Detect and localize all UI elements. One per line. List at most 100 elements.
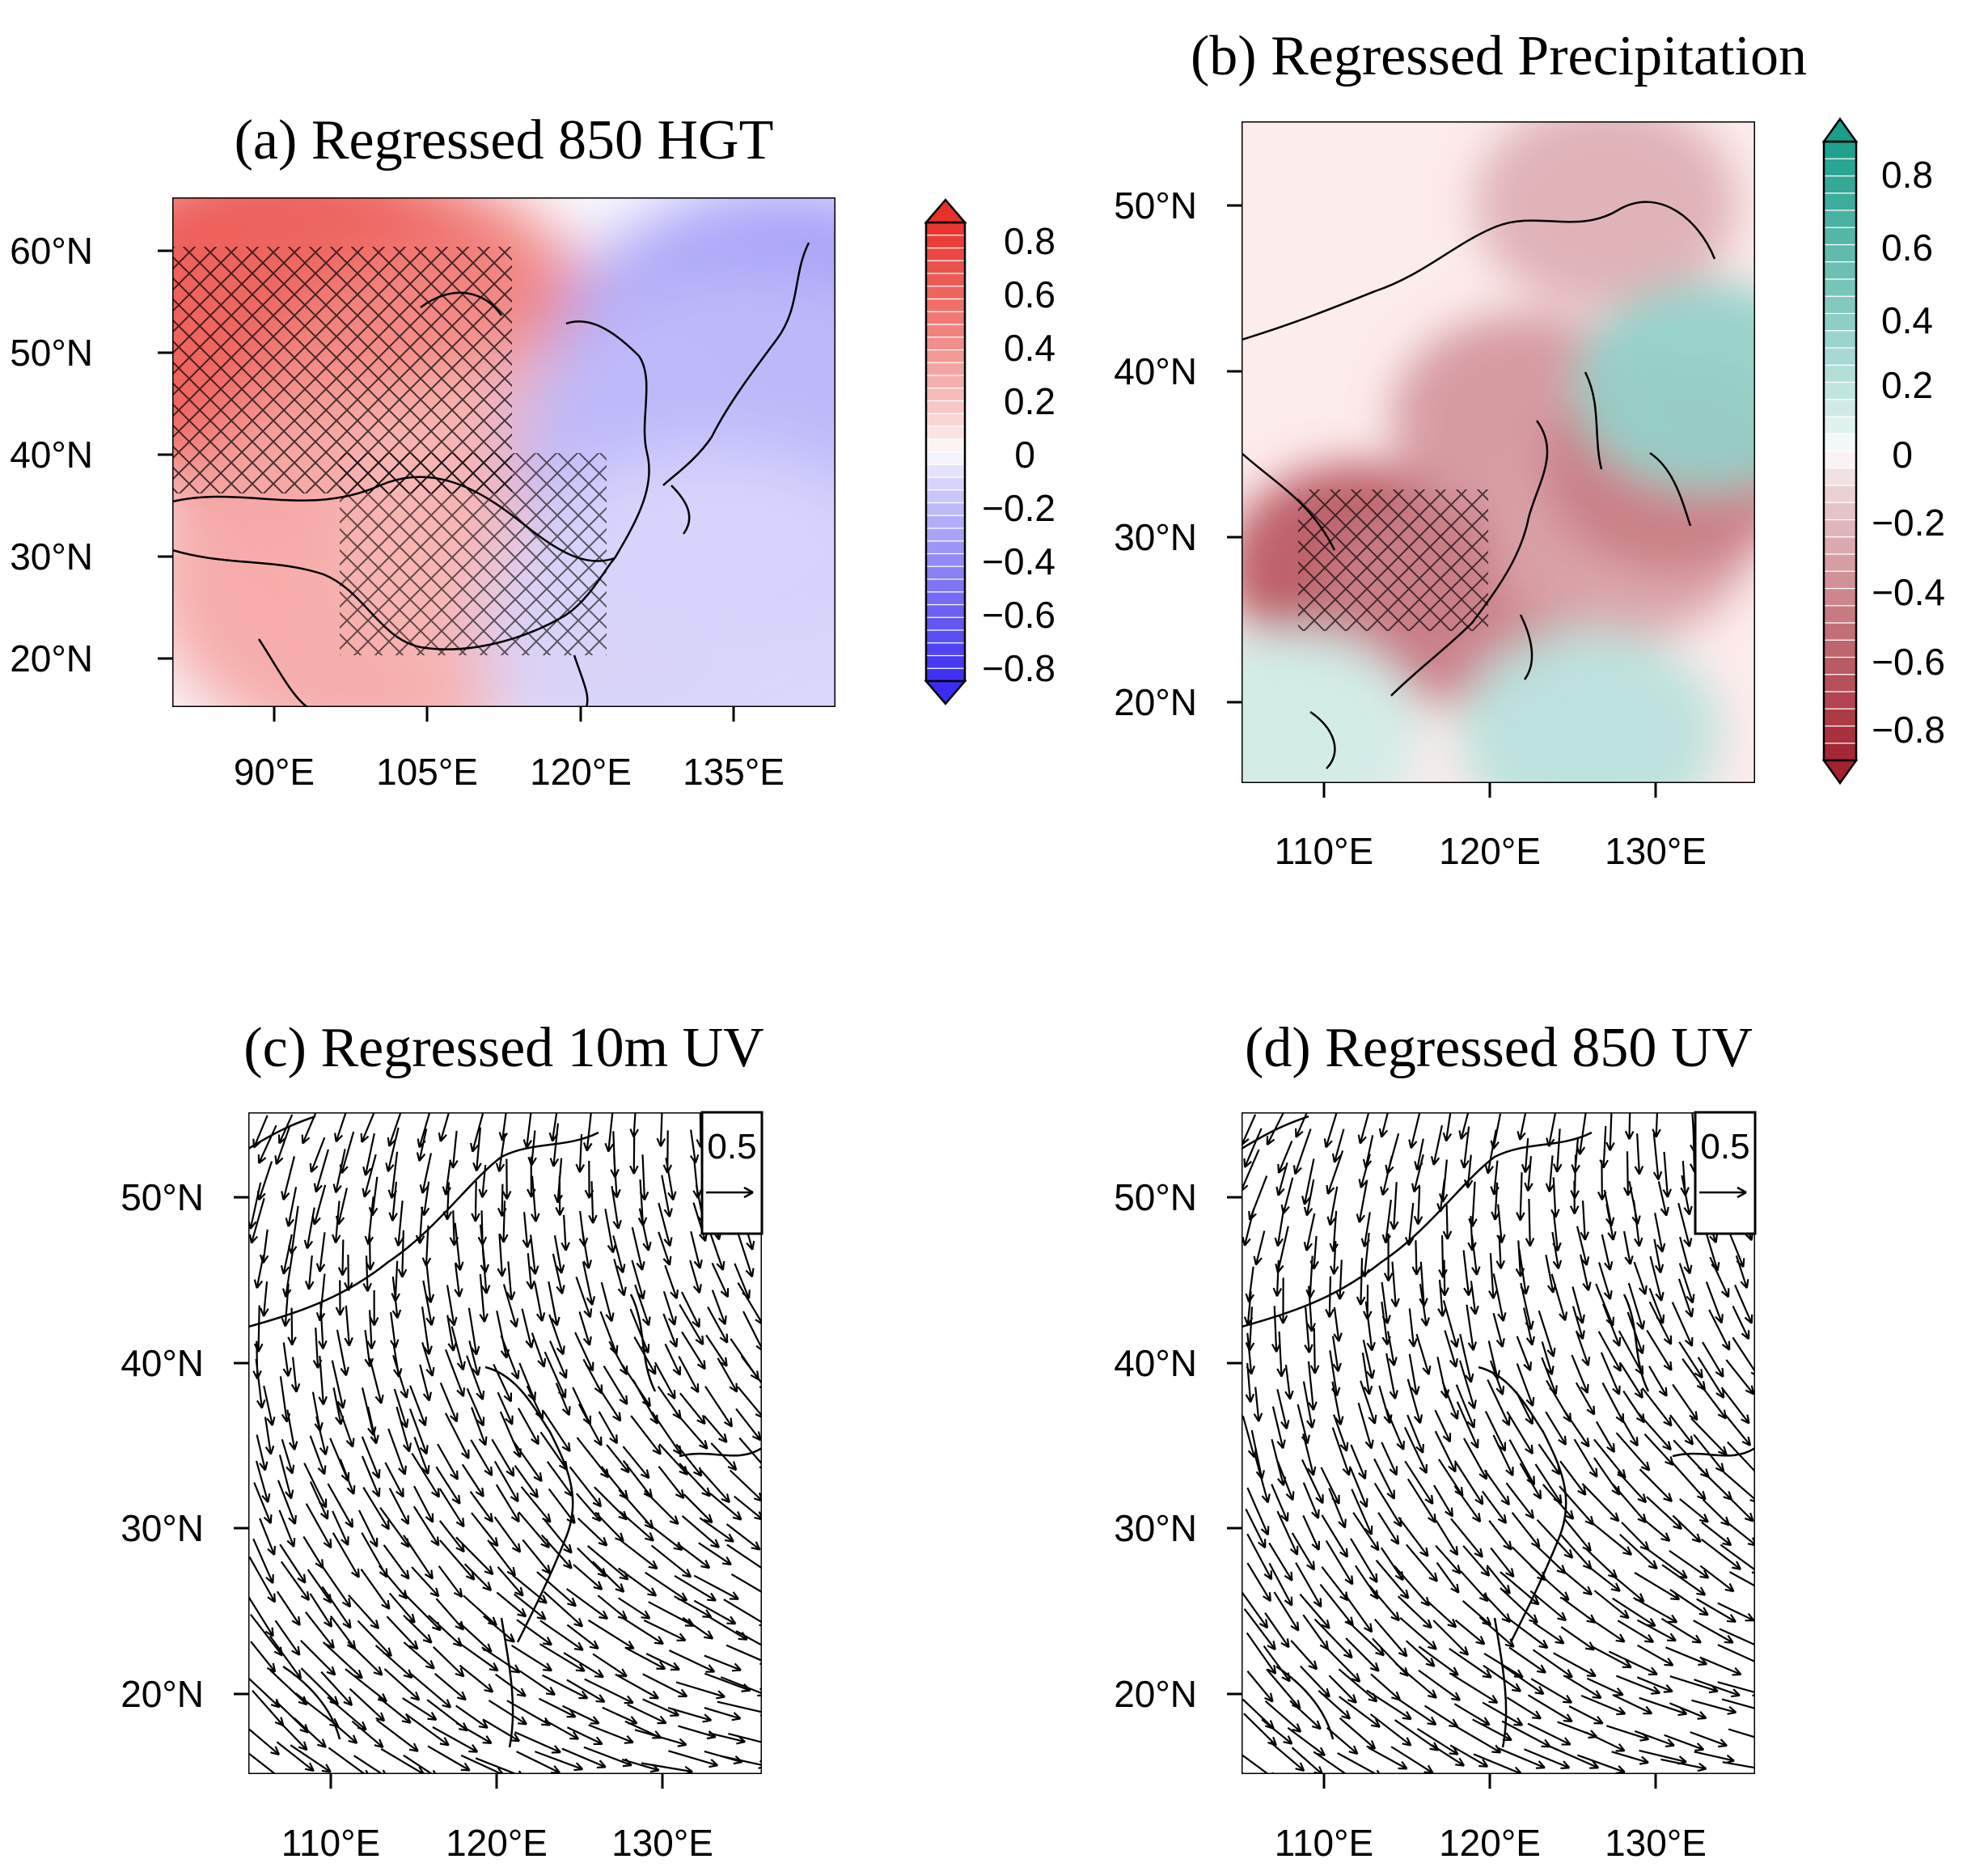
panel-c-vector-240: [577, 1404, 603, 1446]
panel-d-vector-184: [1597, 1331, 1622, 1372]
panel-d-vector-98: [1329, 1240, 1339, 1275]
panel-d-vector-268: [1301, 1459, 1324, 1505]
panel-d-vector-378: [1696, 1598, 1736, 1623]
panel-c-vector-131: [711, 1262, 730, 1298]
panel-d-vector-181: [1516, 1336, 1533, 1372]
panel-d-vector-234: [1407, 1414, 1424, 1454]
panel-c-vector-293: [469, 1491, 493, 1523]
panel-b-cb-top-triangle: [1821, 116, 1859, 143]
panel-b-cb-box-20: [1824, 485, 1856, 503]
panel-d-vector-162: [1523, 1307, 1536, 1346]
panel-d-vector-30: [1553, 1129, 1563, 1173]
panel-d-vector-139: [1419, 1284, 1430, 1327]
panel-c-vector-249: [309, 1435, 327, 1476]
panel-d-vector-239: [1545, 1411, 1567, 1446]
panel-c-vector-405: [403, 1641, 435, 1670]
panel-a-cb-box-9: [926, 337, 965, 350]
panel-c-vector-23: [362, 1133, 375, 1176]
panel-d-vector-485: [1497, 1747, 1546, 1769]
panel-c-vector-246: [735, 1408, 762, 1442]
panel-c-vector-126: [582, 1261, 596, 1306]
panel-d-vector-355: [1587, 1565, 1621, 1592]
panel-d-vector-305: [1276, 1510, 1299, 1556]
panel-c-vector-257: [511, 1439, 543, 1483]
panel-c-vector-313: [493, 1516, 522, 1553]
panel-a-ytick-40: 40°N: [10, 434, 93, 476]
panel-a-cb-box-25: [926, 540, 965, 554]
panel-c-vector-356: [618, 1567, 658, 1597]
panel-d-vector-366: [1368, 1585, 1400, 1622]
panel-d-vector-471: [1634, 1730, 1675, 1747]
panel-c-vector-467: [544, 1719, 580, 1740]
panel-d-ytick-20: 20°N: [1114, 1673, 1197, 1715]
panel-c-vector-35: [689, 1129, 700, 1164]
panel-d-vector-22: [1331, 1129, 1345, 1163]
panel-b-cb-box-9: [1824, 296, 1856, 314]
panel-a-cb-box-4: [926, 273, 965, 287]
panel-d-vector-61: [1356, 1179, 1368, 1223]
panel-d-vector-20: [1277, 1141, 1293, 1174]
panel-c-vector-122: [480, 1249, 491, 1294]
panel-c-vector-396: [682, 1616, 714, 1640]
panel-d-vector-326: [1325, 1539, 1354, 1586]
panel-d-vector-281: [1639, 1468, 1673, 1503]
panel-d-vector-481: [1390, 1746, 1434, 1774]
panel-d-850-uv: (d) Regressed 850 UV 0.5 110°E 120°E: [1114, 1017, 1757, 1864]
panel-d-vector-8: [1458, 1112, 1470, 1140]
panel-d-reference-label: 0.5: [1700, 1127, 1749, 1167]
panel-a-y-axis: 60°N 50°N 40°N 30°N 20°N: [10, 230, 172, 680]
panel-c-vector-290: [388, 1488, 410, 1525]
panel-c-vector-81: [394, 1201, 404, 1247]
panel-d-vector-211: [1302, 1381, 1316, 1429]
panel-d-vector-154: [1304, 1306, 1313, 1353]
panel-c-vector-62: [388, 1181, 398, 1222]
panel-c-vector-232: [366, 1406, 379, 1445]
panel-b-cb-label-0: 0: [1892, 434, 1913, 476]
panel-c-vector-7: [438, 1112, 451, 1142]
panel-c-vector-296: [548, 1488, 576, 1524]
panel-d-vector-307: [1321, 1514, 1349, 1558]
panel-d-vector-216: [1441, 1381, 1459, 1420]
panel-a-colorbar-labels: 0.8 0.6 0.4 0.2 0 −0.2 −0.4 −0.6 −0.8: [982, 220, 1055, 689]
panel-d-vector-270: [1349, 1467, 1368, 1508]
panel-a-cb-box-29: [926, 591, 965, 605]
panel-d-vector-111: [1679, 1236, 1693, 1275]
panel-c-vector-322: [725, 1523, 761, 1551]
panel-d-vector-29: [1521, 1137, 1531, 1173]
panel-c-vector-244: [675, 1412, 709, 1450]
panel-c-vector-329: [403, 1535, 434, 1580]
panel-d-vector-89: [1605, 1204, 1617, 1241]
panel-b-cb-box-31: [1824, 674, 1856, 692]
panel-c-vector-285: [253, 1482, 273, 1524]
panel-c-vector-79: [332, 1201, 341, 1243]
panel-a-cb-box-34: [926, 655, 965, 669]
panel-d-vector-249: [1302, 1433, 1317, 1476]
panel-d-vector-72: [1657, 1181, 1669, 1217]
panel-d-vector-123: [1488, 1252, 1498, 1299]
panel-d-vector-266: [1254, 1455, 1271, 1504]
panel-d-vector-64: [1436, 1179, 1446, 1213]
panel-d-vector-60: [1326, 1186, 1339, 1226]
panel-d-x-axis: 110°E 120°E 130°E: [1275, 1774, 1707, 1864]
panel-d-vector-311: [1435, 1519, 1459, 1556]
panel-d-vector-274: [1453, 1460, 1484, 1505]
panel-d-vector-316: [1564, 1518, 1592, 1552]
panel-c-vector-96: [280, 1234, 293, 1275]
panel-c-vector-90: [638, 1208, 652, 1251]
panel-c-vector-86: [522, 1212, 532, 1248]
panel-a-cb-box-31: [926, 617, 965, 631]
panel-d-vector-53: [1662, 1151, 1672, 1198]
panel-c-vector-341: [726, 1544, 762, 1574]
panel-c-vector-190: [255, 1358, 266, 1409]
panel-d-vector-465: [1472, 1718, 1512, 1742]
panel-d-vector-117: [1335, 1260, 1345, 1300]
panel-d-vector-131: [1709, 1256, 1730, 1298]
panel-d-vector-347: [1375, 1560, 1410, 1599]
panel-c-vector-471: [634, 1729, 687, 1747]
panel-a-xtick-135: 135°E: [683, 751, 785, 793]
panel-c-vector-446: [488, 1699, 527, 1726]
panel-c-vector-21: [309, 1137, 326, 1173]
panel-a-cb-box-5: [926, 286, 965, 299]
panel-d-vector-43: [1380, 1155, 1394, 1196]
panel-c-vector-179: [468, 1340, 481, 1376]
